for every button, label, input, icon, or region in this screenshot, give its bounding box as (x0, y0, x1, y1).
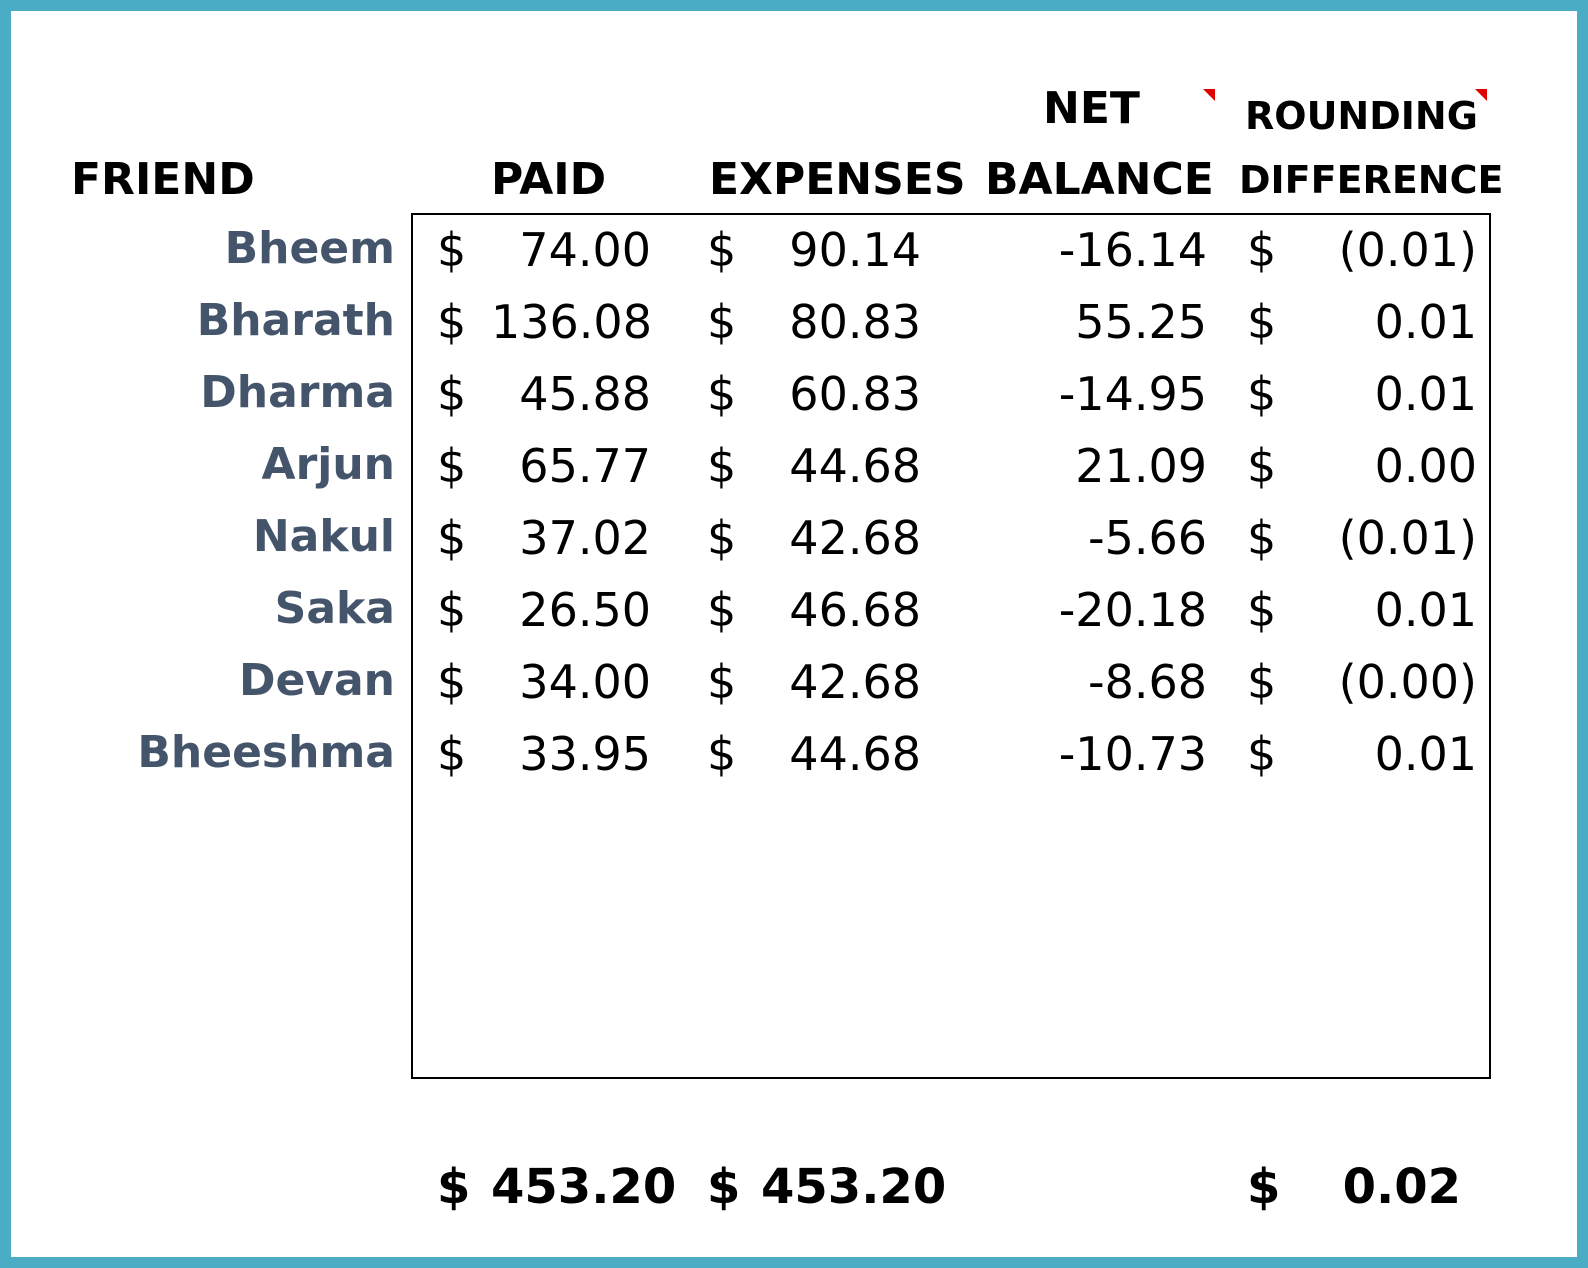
paid-currency: $ (437, 727, 467, 781)
net-balance-value[interactable]: -14.95 (1058, 367, 1207, 421)
net-balance-value[interactable]: -20.18 (1058, 583, 1207, 637)
friend-name[interactable]: Dharma (200, 367, 395, 418)
header-friend[interactable]: FRIEND (71, 154, 255, 205)
expenses-currency: $ (707, 223, 737, 277)
header-expenses[interactable]: EXPENSES (709, 154, 966, 205)
total-paid-currency: $ (437, 1159, 471, 1215)
expenses-currency: $ (707, 655, 737, 709)
expenses-value[interactable]: 42.68 (789, 655, 921, 709)
friend-name[interactable]: Bheeshma (137, 727, 395, 778)
friend-name[interactable]: Arjun (261, 439, 395, 490)
paid-currency: $ (437, 223, 467, 277)
header-rounding[interactable]: ROUNDING (1245, 94, 1478, 138)
expenses-value[interactable]: 42.68 (789, 511, 921, 565)
friend-name[interactable]: Saka (274, 583, 395, 634)
rounding-value[interactable]: (0.01) (1338, 511, 1477, 565)
total-expenses-currency: $ (707, 1159, 741, 1215)
paid-value[interactable]: 136.08 (491, 295, 652, 349)
expenses-currency: $ (707, 583, 737, 637)
rounding-value[interactable]: 0.01 (1374, 583, 1477, 637)
friend-name[interactable]: Nakul (252, 511, 395, 562)
rounding-value[interactable]: 0.01 (1374, 367, 1477, 421)
total-expenses[interactable]: 453.20 (761, 1159, 947, 1215)
rounding-currency: $ (1247, 511, 1277, 565)
rounding-currency: $ (1247, 583, 1277, 637)
total-rounding-currency: $ (1247, 1159, 1281, 1215)
paid-currency: $ (437, 367, 467, 421)
rounding-value[interactable]: (0.01) (1338, 223, 1477, 277)
expenses-value[interactable]: 80.83 (789, 295, 921, 349)
rounding-currency: $ (1247, 223, 1277, 277)
paid-currency: $ (437, 511, 467, 565)
rounding-value[interactable]: (0.00) (1338, 655, 1477, 709)
header-difference[interactable]: DIFFERENCE (1239, 158, 1504, 202)
header-paid[interactable]: PAID (491, 154, 607, 205)
paid-value[interactable]: 34.00 (519, 655, 651, 709)
expenses-value[interactable]: 90.14 (789, 223, 921, 277)
friend-name[interactable]: Bharath (196, 295, 395, 346)
total-rounding[interactable]: 0.02 (1342, 1159, 1461, 1215)
expenses-currency: $ (707, 727, 737, 781)
comment-indicator-net-balance[interactable] (1203, 89, 1215, 101)
friend-name[interactable]: Devan (238, 655, 395, 706)
net-balance-value[interactable]: -5.66 (1087, 511, 1207, 565)
rounding-currency: $ (1247, 655, 1277, 709)
net-balance-value[interactable]: 21.09 (1075, 439, 1207, 493)
comment-indicator-rounding[interactable] (1475, 89, 1487, 101)
expenses-value[interactable]: 44.68 (789, 439, 921, 493)
net-balance-value[interactable]: -10.73 (1058, 727, 1207, 781)
expenses-currency: $ (707, 367, 737, 421)
data-range-border (411, 213, 1491, 1079)
rounding-value[interactable]: 0.01 (1374, 295, 1477, 349)
net-balance-value[interactable]: -8.68 (1087, 655, 1207, 709)
expenses-currency: $ (707, 511, 737, 565)
paid-value[interactable]: 37.02 (519, 511, 651, 565)
expenses-value[interactable]: 46.68 (789, 583, 921, 637)
rounding-currency: $ (1247, 727, 1277, 781)
rounding-value[interactable]: 0.00 (1374, 439, 1477, 493)
expenses-value[interactable]: 44.68 (789, 727, 921, 781)
rounding-currency: $ (1247, 367, 1277, 421)
rounding-currency: $ (1247, 295, 1277, 349)
paid-currency: $ (437, 583, 467, 637)
rounding-value[interactable]: 0.01 (1374, 727, 1477, 781)
header-balance[interactable]: BALANCE (985, 154, 1214, 205)
paid-currency: $ (437, 295, 467, 349)
expenses-currency: $ (707, 439, 737, 493)
paid-currency: $ (437, 439, 467, 493)
total-paid[interactable]: 453.20 (491, 1159, 677, 1215)
paid-value[interactable]: 33.95 (519, 727, 651, 781)
expenses-value[interactable]: 60.83 (789, 367, 921, 421)
paid-value[interactable]: 74.00 (519, 223, 651, 277)
paid-value[interactable]: 26.50 (519, 583, 651, 637)
paid-currency: $ (437, 655, 467, 709)
rounding-currency: $ (1247, 439, 1277, 493)
paid-value[interactable]: 45.88 (519, 367, 651, 421)
net-balance-value[interactable]: -16.14 (1058, 223, 1207, 277)
header-net[interactable]: NET (1043, 83, 1140, 134)
friend-name[interactable]: Bheem (224, 223, 395, 274)
paid-value[interactable]: 65.77 (519, 439, 651, 493)
net-balance-value[interactable]: 55.25 (1075, 295, 1207, 349)
expenses-currency: $ (707, 295, 737, 349)
